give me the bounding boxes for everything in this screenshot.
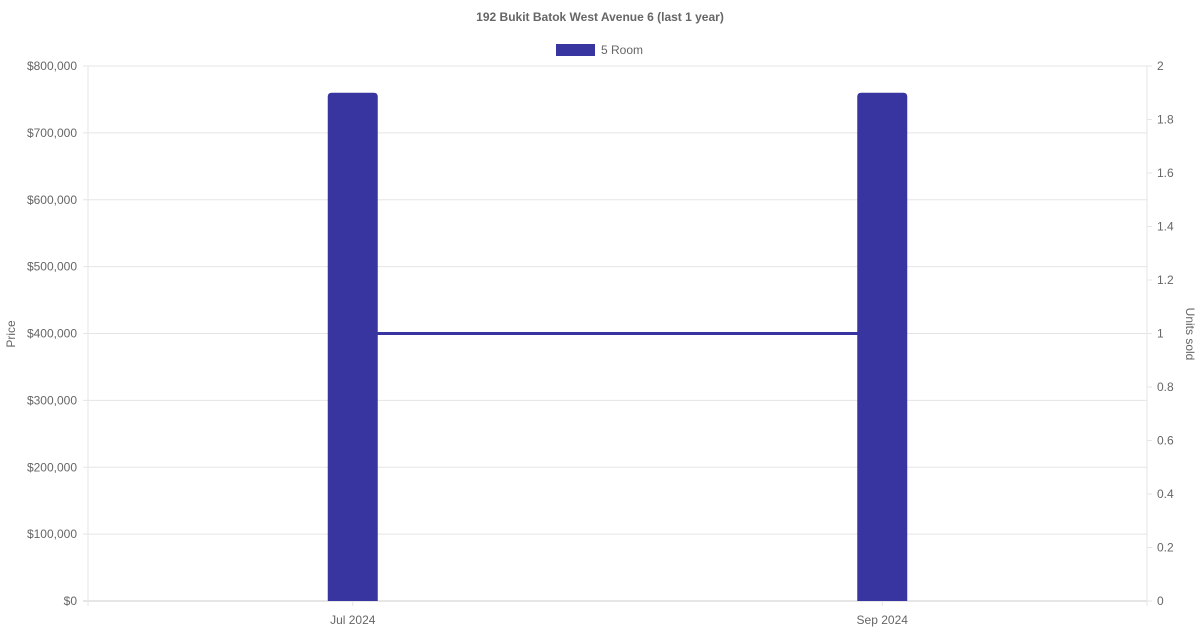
x-tick-label: Jul 2024 bbox=[330, 613, 376, 627]
bar bbox=[327, 92, 378, 601]
y2-tick-label: 0.6 bbox=[1157, 434, 1174, 448]
y-axis-ticks: $0 $100,000 $200,000 $300,000 $400,000 $500,0… bbox=[27, 59, 77, 608]
y2-tick-label: 0.8 bbox=[1157, 380, 1174, 394]
y2-axis-ticks: 0 0.2 0.4 0.6 0.8 1 1.2 1.4 1.6 1.8 2 bbox=[1157, 59, 1174, 608]
y-tick-label: $600,000 bbox=[27, 193, 77, 207]
x-tick-label: Sep 2024 bbox=[857, 613, 909, 627]
chart-title: 192 Bukit Batok West Avenue 6 (last 1 ye… bbox=[476, 10, 724, 24]
legend[interactable]: 5 Room bbox=[556, 43, 643, 57]
y-axis-label: Price bbox=[4, 320, 18, 348]
y-tick-label: $800,000 bbox=[27, 59, 77, 73]
y2-tick-label: 1 bbox=[1157, 327, 1164, 341]
y2-tick-label: 0.2 bbox=[1157, 541, 1174, 555]
y-tick-label: $100,000 bbox=[27, 527, 77, 541]
y-tick-label: $300,000 bbox=[27, 393, 77, 407]
bar bbox=[857, 92, 908, 601]
legend-label: 5 Room bbox=[601, 43, 643, 57]
y-tick-label: $400,000 bbox=[27, 327, 77, 341]
grid bbox=[83, 65, 1152, 606]
y2-tick-label: 0 bbox=[1157, 594, 1164, 608]
y-tick-label: $0 bbox=[64, 594, 78, 608]
y2-tick-label: 2 bbox=[1157, 59, 1164, 73]
legend-swatch bbox=[556, 44, 595, 56]
y2-tick-label: 1.6 bbox=[1157, 166, 1174, 180]
x-axis-ticks: Jul 2024 Sep 2024 bbox=[330, 613, 908, 627]
y-tick-label: $500,000 bbox=[27, 260, 77, 274]
y-tick-label: $700,000 bbox=[27, 126, 77, 140]
y-tick-label: $200,000 bbox=[27, 460, 77, 474]
y2-axis-label: Units sold bbox=[1183, 308, 1197, 361]
y2-tick-label: 1.4 bbox=[1157, 220, 1174, 234]
y2-tick-label: 1.8 bbox=[1157, 113, 1174, 127]
bar-series bbox=[327, 92, 908, 601]
y2-tick-label: 1.2 bbox=[1157, 273, 1174, 287]
y2-tick-label: 0.4 bbox=[1157, 487, 1174, 501]
